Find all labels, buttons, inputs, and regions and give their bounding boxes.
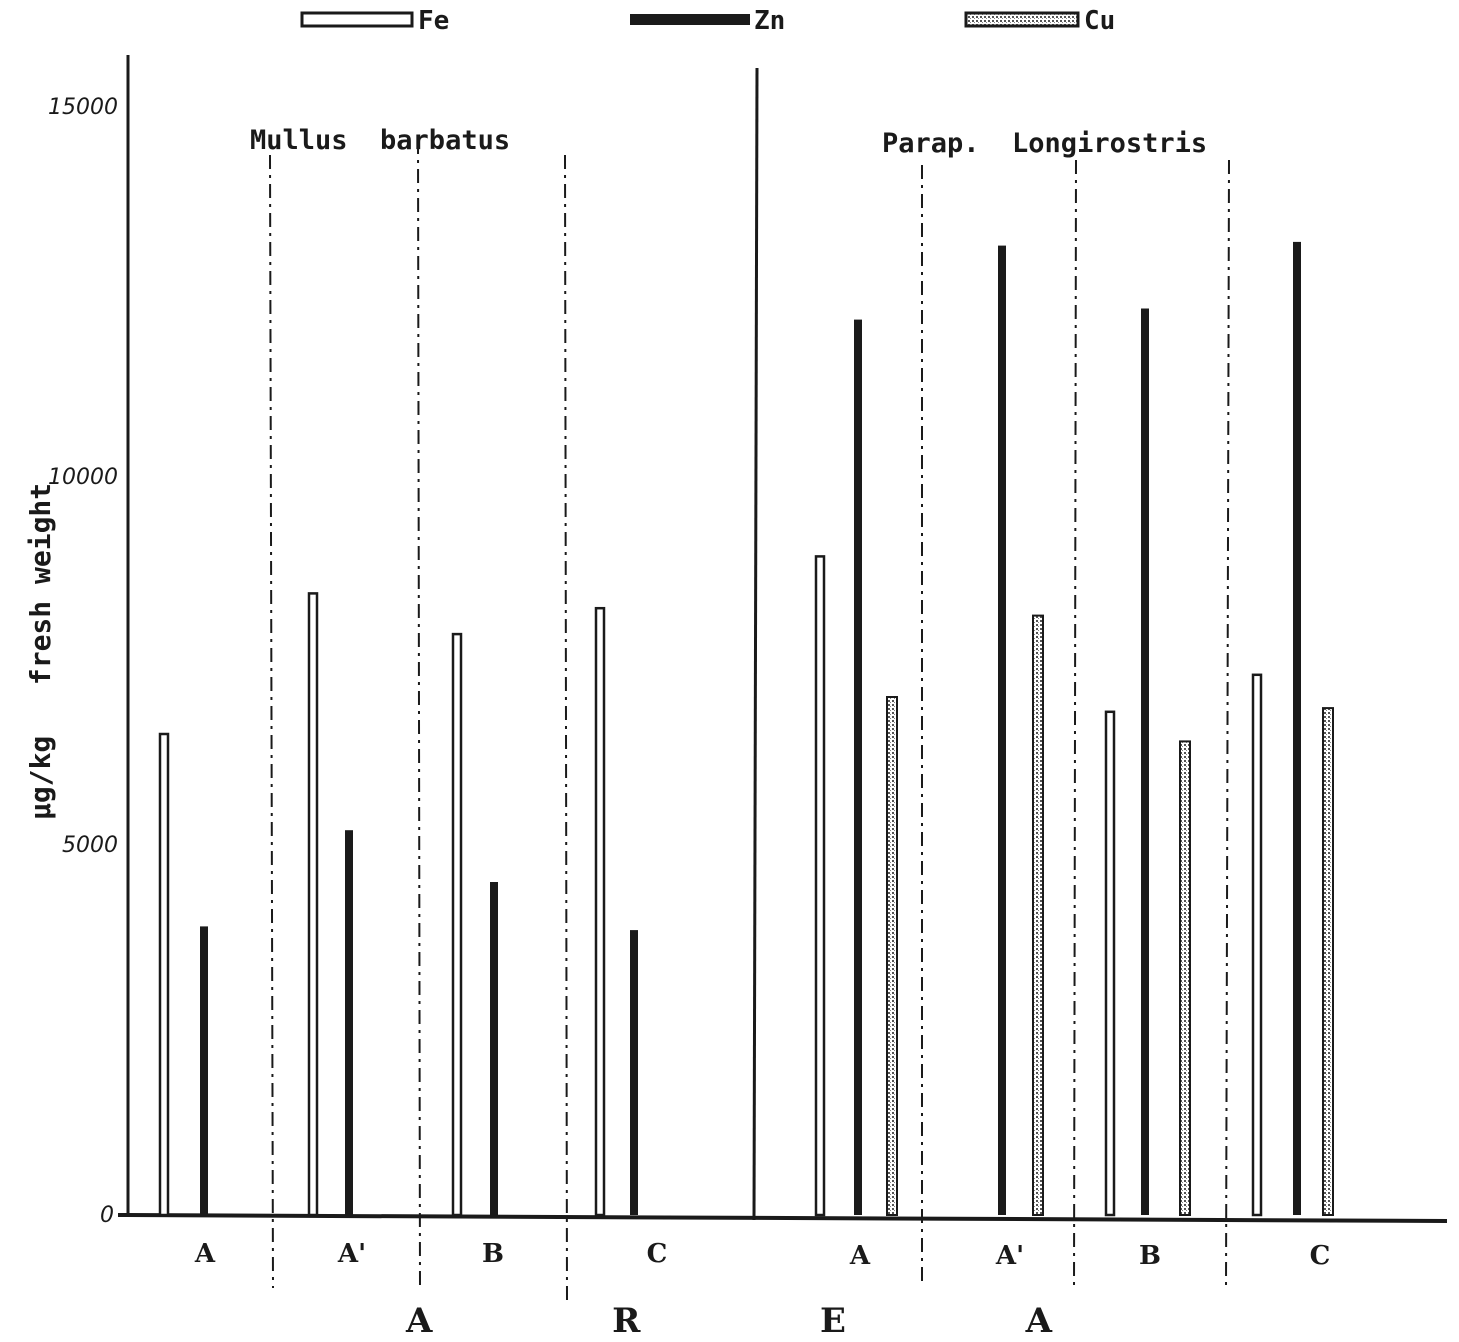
site-label-mullus-a: A bbox=[194, 1239, 216, 1269]
y-ticks: 15000 10000 5000 0 bbox=[48, 95, 118, 1228]
panel-separator bbox=[752, 67, 759, 1221]
legend-swatch-zn bbox=[630, 14, 750, 25]
site-label-parap-b: B bbox=[1139, 1241, 1161, 1271]
bar-fe-p1-s3 bbox=[1251, 673, 1263, 1217]
legend-item-zn: Zn bbox=[630, 6, 785, 36]
bar-zn-p1-s2 bbox=[1141, 308, 1149, 1215]
bar-fe-p0-s3 bbox=[594, 606, 606, 1217]
site-separator bbox=[564, 154, 568, 1301]
legend-label-cu: Cu bbox=[1084, 6, 1115, 36]
y-tick-label-15000: 15000 bbox=[48, 95, 118, 120]
bar-cu-p1-s3 bbox=[1322, 707, 1334, 1216]
y-tick-label-0: 0 bbox=[100, 1203, 114, 1228]
bar-fe-p0-s0 bbox=[158, 732, 170, 1217]
site-separator bbox=[417, 139, 421, 1291]
bar-cu-p1-s2 bbox=[1179, 740, 1191, 1217]
legend-item-cu: Cu bbox=[964, 6, 1115, 36]
y-tick-label-10000: 10000 bbox=[48, 465, 118, 490]
site-separator bbox=[269, 154, 274, 1289]
legend-item-fe: Fe bbox=[300, 6, 449, 36]
bars bbox=[158, 241, 1334, 1217]
x-axis-label: A R E A bbox=[405, 1301, 1104, 1341]
bar-cu-p1-s1 bbox=[1032, 614, 1044, 1216]
legend: Fe Zn Cu bbox=[300, 6, 1115, 36]
bar-zn-p0-s0 bbox=[200, 926, 208, 1215]
site-label-parap-c: C bbox=[1310, 1241, 1331, 1271]
site-label-mullus-a-prime: A' bbox=[337, 1239, 366, 1269]
site-label-parap-a: A bbox=[849, 1241, 871, 1271]
x-axis bbox=[117, 1213, 1448, 1223]
site-separator bbox=[1073, 159, 1077, 1291]
bar-fe-p0-s1 bbox=[307, 592, 319, 1217]
bar-zn-p0-s1 bbox=[345, 830, 353, 1215]
legend-swatch-fe bbox=[300, 11, 414, 28]
site-separator bbox=[1225, 159, 1230, 1291]
bar-zn-p1-s1 bbox=[998, 245, 1006, 1216]
legend-label-fe: Fe bbox=[418, 6, 449, 36]
site-label-mullus-c: C bbox=[647, 1239, 668, 1269]
bar-fe-p1-s2 bbox=[1104, 710, 1116, 1217]
site-separators bbox=[269, 139, 1230, 1301]
bar-cu-p1-s0 bbox=[886, 696, 898, 1216]
site-label-parap-a-prime: A' bbox=[995, 1241, 1024, 1271]
bar-fe-p0-s2 bbox=[451, 632, 463, 1217]
y-axis-label: µg/kg fresh weight bbox=[24, 483, 57, 820]
species-title-parapenaeus: Parap. Longirostris bbox=[882, 128, 1207, 159]
y-tick-label-5000: 5000 bbox=[62, 833, 118, 858]
legend-label-zn: Zn bbox=[754, 6, 785, 36]
bar-zn-p0-s2 bbox=[490, 882, 498, 1215]
bar-zn-p1-s0 bbox=[854, 319, 862, 1216]
legend-swatch-cu bbox=[964, 11, 1080, 28]
site-labels: A A' B C A A' B C bbox=[194, 1239, 1330, 1271]
site-label-mullus-b: B bbox=[482, 1239, 504, 1269]
bar-fe-p1-s0 bbox=[814, 555, 826, 1217]
bar-zn-p1-s3 bbox=[1293, 241, 1301, 1215]
species-title-mullus: Mullus barbatus bbox=[250, 125, 510, 156]
bar-zn-p0-s3 bbox=[630, 930, 638, 1215]
